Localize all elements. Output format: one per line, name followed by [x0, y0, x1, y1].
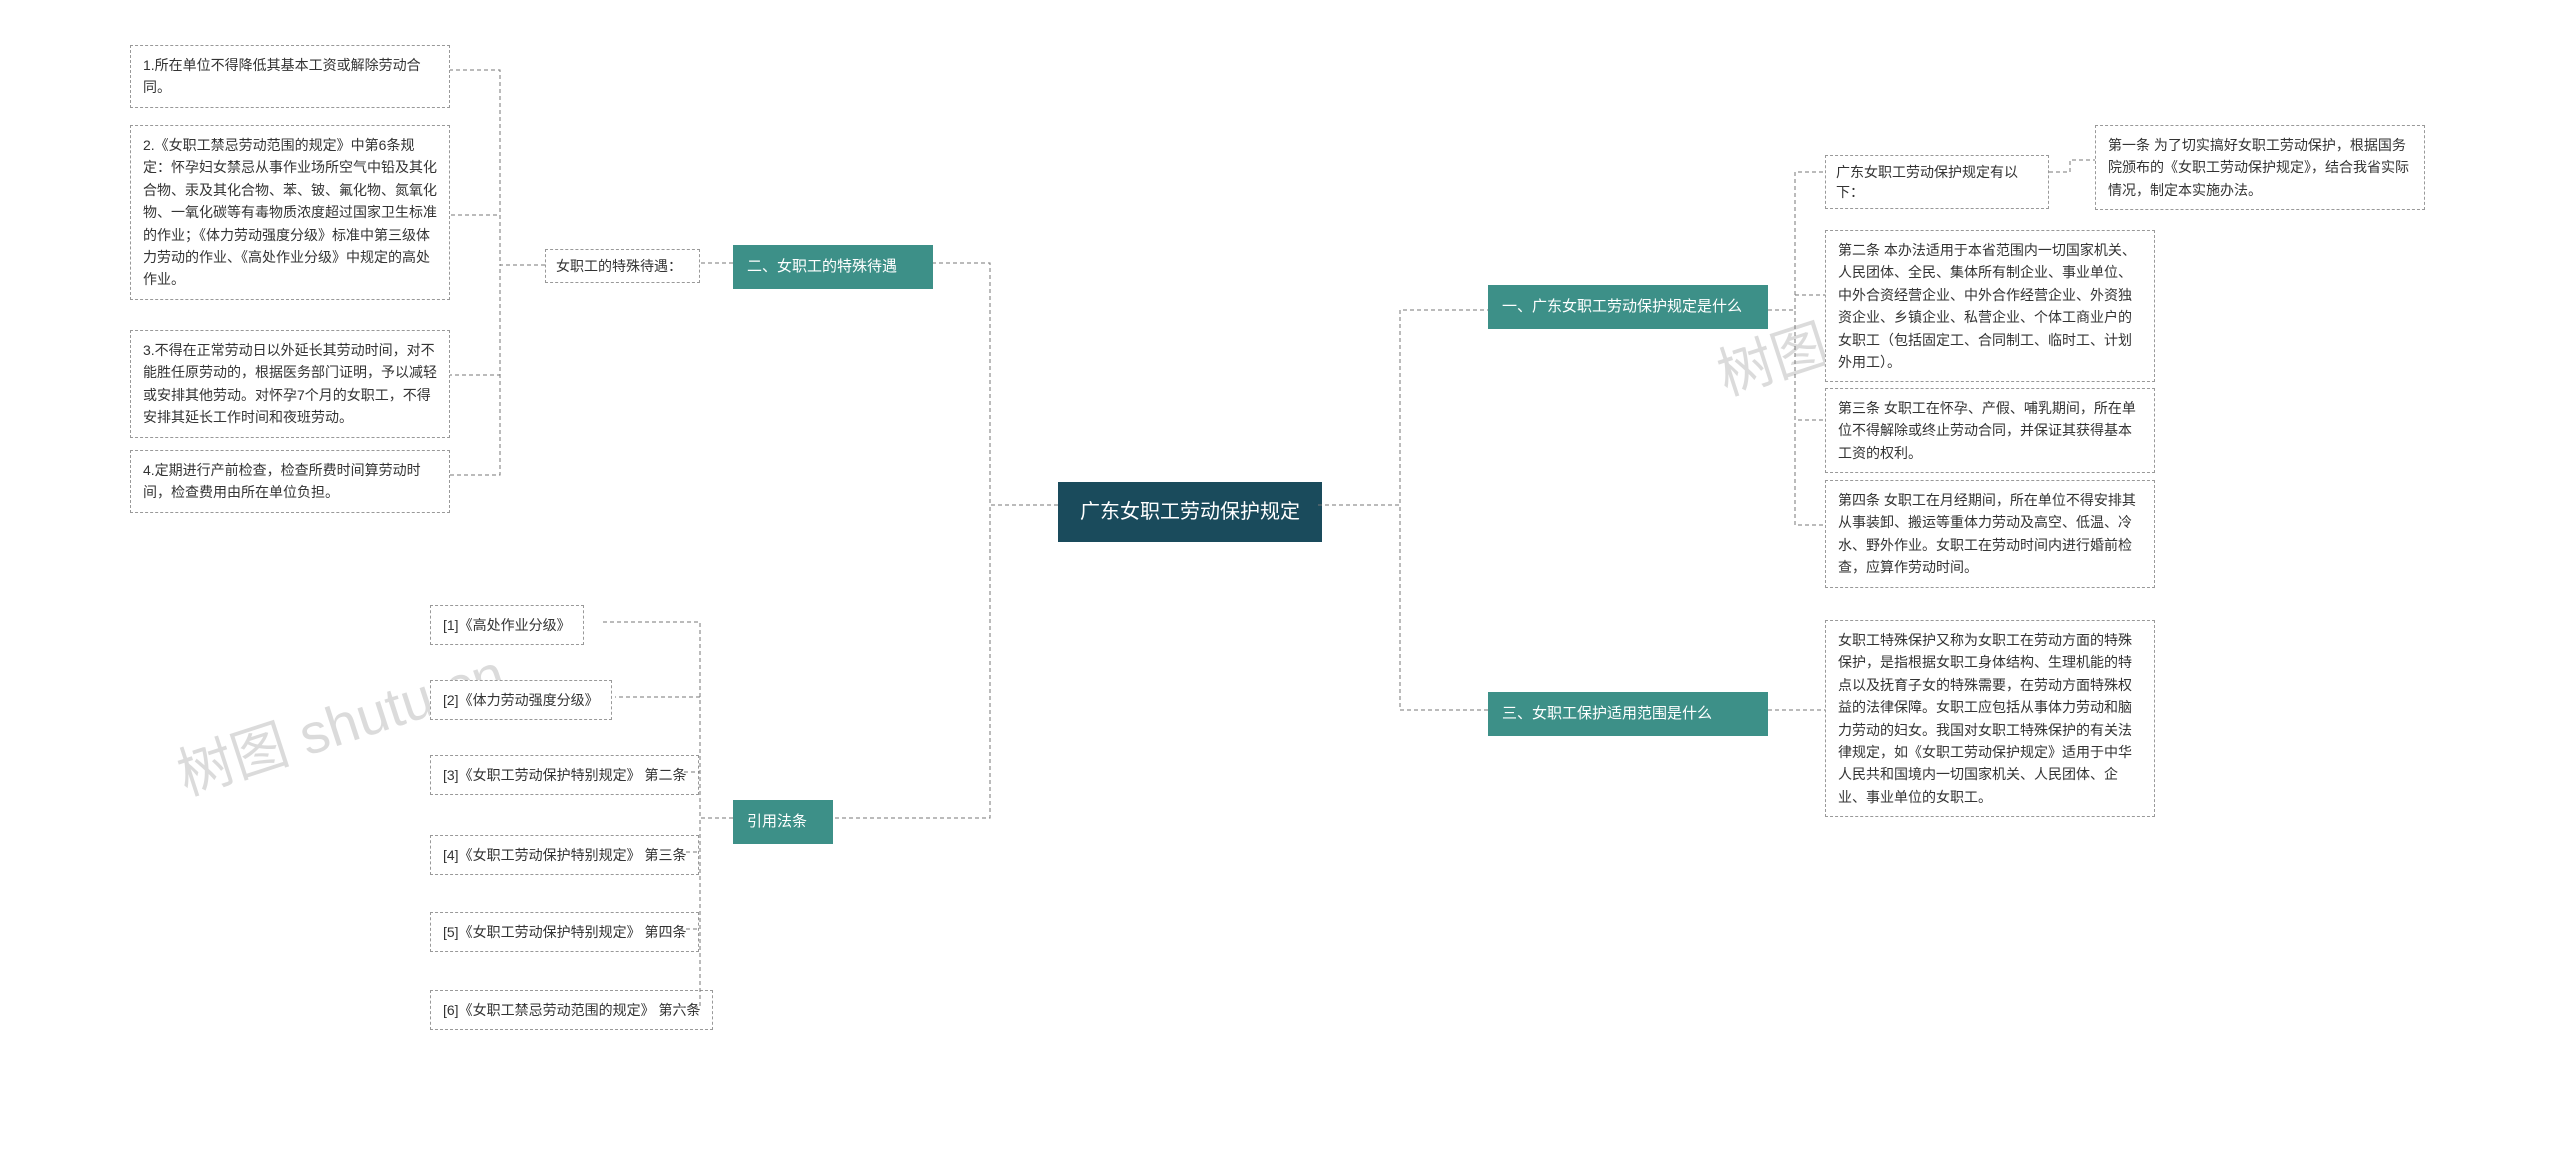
branch-3-body: 女职工特殊保护又称为女职工在劳动方面的特殊保护，是指根据女职工身体结构、生理机能…: [1825, 620, 2155, 817]
branch-1-item-1: 第一条 为了切实搞好女职工劳动保护，根据国务院颁布的《女职工劳动保护规定》，结合…: [2095, 125, 2425, 210]
branch-2-item-3: 3.不得在正常劳动日以外延长其劳动时间，对不能胜任原劳动的，根据医务部门证明，予…: [130, 330, 450, 438]
ref-item-6: [6]《女职工禁忌劳动范围的规定》 第六条: [430, 990, 713, 1030]
branch-3: 三、女职工保护适用范围是什么: [1488, 692, 1768, 736]
ref-item-1: [1]《高处作业分级》: [430, 605, 584, 645]
branch-2-sub: 女职工的特殊待遇：: [545, 249, 700, 283]
branch-1: 一、广东女职工劳动保护规定是什么: [1488, 285, 1768, 329]
ref-item-5: [5]《女职工劳动保护特别规定》 第四条: [430, 912, 699, 952]
root-node: 广东女职工劳动保护规定: [1058, 482, 1322, 542]
branch-2-item-4: 4.定期进行产前检查，检查所费时间算劳动时间，检查费用由所在单位负担。: [130, 450, 450, 513]
ref-item-3: [3]《女职工劳动保护特别规定》 第二条: [430, 755, 699, 795]
branch-ref: 引用法条: [733, 800, 833, 844]
branch-1-item-3: 第三条 女职工在怀孕、产假、哺乳期间，所在单位不得解除或终止劳动合同，并保证其获…: [1825, 388, 2155, 473]
ref-item-2: [2]《体力劳动强度分级》: [430, 680, 612, 720]
branch-1-item-2: 第二条 本办法适用于本省范围内一切国家机关、人民团体、全民、集体所有制企业、事业…: [1825, 230, 2155, 382]
branch-1-item-4: 第四条 女职工在月经期间，所在单位不得安排其从事装卸、搬运等重体力劳动及高空、低…: [1825, 480, 2155, 588]
branch-1-intro: 广东女职工劳动保护规定有以下：: [1825, 155, 2049, 209]
branch-2-item-2: 2.《女职工禁忌劳动范围的规定》中第6条规定：怀孕妇女禁忌从事作业场所空气中铅及…: [130, 125, 450, 300]
branch-2: 二、女职工的特殊待遇: [733, 245, 933, 289]
branch-2-item-1: 1.所在单位不得降低其基本工资或解除劳动合同。: [130, 45, 450, 108]
ref-item-4: [4]《女职工劳动保护特别规定》 第三条: [430, 835, 699, 875]
